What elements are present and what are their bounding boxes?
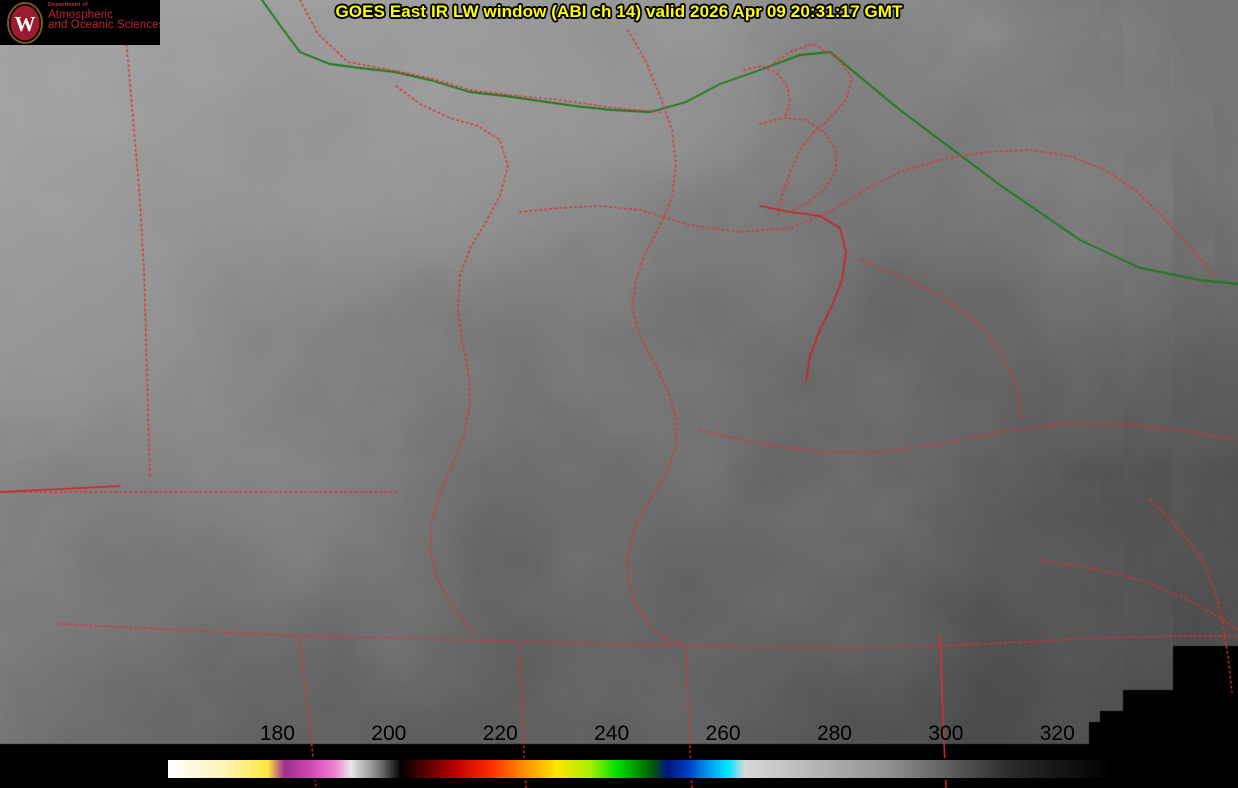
colorbar-tick-mark (723, 747, 725, 755)
colorbar-tick-label: 300 (928, 722, 964, 745)
colorbar-tick-label: 240 (594, 722, 630, 745)
svg-text:W: W (15, 12, 36, 36)
colorbar-gradient (168, 760, 1111, 778)
colorbar-tick-mark (388, 747, 390, 755)
colorbar-tick-labels: 180 200 220 240 260 280 300 320 (0, 722, 1238, 755)
colorbar-tick-label: 180 (259, 722, 295, 745)
colorbar-tick-mark (834, 747, 836, 755)
uw-aos-logo: W Department of Atmospheric and Oceanic … (0, 0, 160, 45)
colorbar-tick-label: 200 (371, 722, 407, 745)
colorbar-tick-mark (611, 747, 613, 755)
colorbar-tick-mark (945, 747, 947, 755)
logo-line-atmospheric: Atmospheric (48, 8, 114, 21)
colorbar-tick-label: 320 (1039, 722, 1075, 745)
colorbar-tick-label: 260 (705, 722, 741, 745)
logo-department-line: Department of (48, 2, 88, 8)
colorbar-tick-label: 220 (482, 722, 518, 745)
colorbar-tick-mark (500, 747, 502, 755)
colorbar: 180 200 220 240 260 280 300 320 (0, 722, 1238, 788)
logo-line-oceanic: and Oceanic Sciences (48, 19, 160, 31)
colorbar-bar (166, 758, 1113, 780)
colorbar-tick-mark (277, 747, 279, 755)
uw-crest-icon: W (7, 2, 43, 44)
uw-aos-logo-text: Department of Atmospheric and Oceanic Sc… (48, 2, 160, 32)
colorbar-tick-mark (1057, 747, 1059, 755)
colorbar-tick-label: 280 (816, 722, 852, 745)
